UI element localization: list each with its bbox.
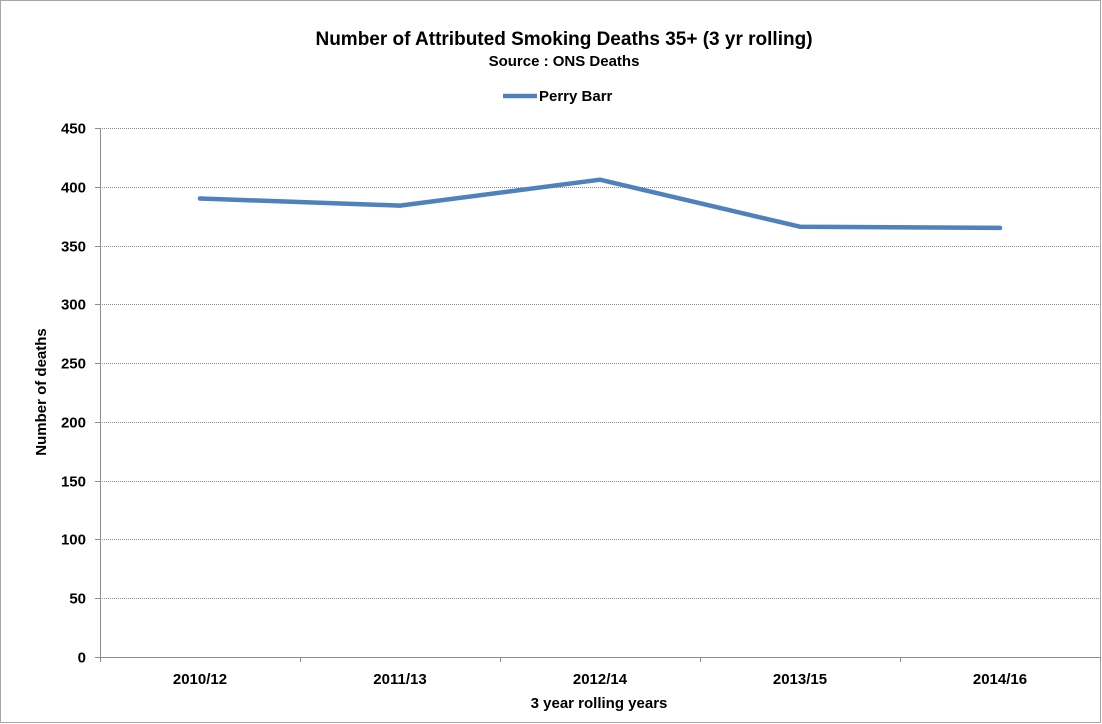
data-point-2010-12 [197, 196, 203, 201]
y-tick-label-0: 0 [78, 650, 86, 667]
x-tick-label-2013-15: 2013/15 [773, 671, 827, 688]
y-tick-label-200: 200 [61, 415, 86, 432]
data-point-2011-13 [397, 203, 403, 208]
y-tick-label-250: 250 [61, 356, 86, 373]
y-axis-label: Number of deaths [33, 328, 50, 456]
data-point-2013-15 [797, 224, 803, 229]
chart-subtitle: Source : ONS Deaths [489, 53, 640, 70]
x-tick-label-2011-13: 2011/13 [373, 671, 426, 688]
x-tick-label-2014-16: 2014/16 [973, 671, 1027, 688]
axes [100, 128, 1100, 658]
series-line-perry-barr [197, 177, 1003, 231]
y-tick-label-300: 300 [61, 297, 86, 314]
y-tick-label-150: 150 [61, 474, 86, 491]
x-axis-label: 3 year rolling years [531, 695, 668, 712]
y-tick-label-450: 450 [61, 121, 86, 138]
data-point-2014-16 [997, 225, 1003, 231]
chart-title: Number of Attributed Smoking Deaths 35+ … [315, 29, 812, 50]
series-layer [197, 177, 1003, 231]
gridlines [100, 128, 1100, 599]
legend-label-perry-barr: Perry Barr [539, 88, 613, 105]
y-tick-label-50: 50 [69, 591, 86, 608]
data-point-2012-14 [597, 177, 603, 182]
y-axis-ticks: 0 50 100 150 200 250 300 350 400 450 [61, 121, 100, 667]
x-axis-ticks: 2010/12 2011/13 2012/14 2013/15 2014/16 [100, 657, 1101, 688]
y-tick-label-400: 400 [61, 180, 86, 197]
chart-legend: Perry Barr [503, 88, 613, 105]
y-tick-label-100: 100 [61, 532, 86, 549]
x-tick-label-2010-12: 2010/12 [173, 671, 227, 688]
y-tick-label-350: 350 [61, 239, 86, 256]
x-tick-label-2012-14: 2012/14 [573, 671, 628, 688]
